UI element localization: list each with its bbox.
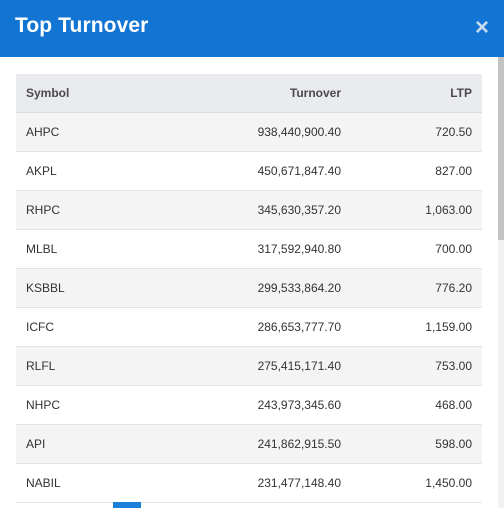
cell-ltp: 468.00 [435, 398, 472, 412]
pagination-page-button[interactable] [113, 502, 141, 508]
cell-turnover: 275,415,171.40 [257, 359, 341, 373]
cell-symbol: NHPC [26, 398, 61, 412]
turnover-table: Symbol Turnover LTP AHPC 938,440,900.40 72… [16, 74, 482, 503]
column-header-symbol[interactable]: Symbol [26, 86, 70, 100]
column-header-ltp[interactable]: LTP [450, 86, 472, 100]
scrollbar-thumb[interactable] [498, 57, 504, 240]
cell-symbol: API [26, 437, 46, 451]
table-row[interactable]: AHPC 938,440,900.40 720.50 [16, 113, 482, 152]
cell-turnover: 241,862,915.50 [257, 437, 341, 451]
table-header-row: Symbol Turnover LTP [16, 74, 482, 113]
cell-symbol: KSBBL [26, 281, 65, 295]
table-row[interactable]: NABIL 231,477,148.40 1,450.00 [16, 464, 482, 503]
table-row[interactable]: RLFL 275,415,171.40 753.00 [16, 347, 482, 386]
cell-symbol: RHPC [26, 203, 61, 217]
cell-ltp: 1,063.00 [425, 203, 472, 217]
cell-ltp: 720.50 [435, 125, 472, 139]
cell-ltp: 776.20 [435, 281, 472, 295]
cell-symbol: ICFC [26, 320, 54, 334]
table-row[interactable]: MLBL 317,592,940.80 700.00 [16, 230, 482, 269]
cell-turnover: 243,973,345.60 [257, 398, 341, 412]
scrollbar-track[interactable] [498, 57, 504, 508]
modal-header: Top Turnover × [0, 0, 504, 57]
cell-ltp: 827.00 [435, 164, 472, 178]
cell-symbol: AHPC [26, 125, 60, 139]
modal-title: Top Turnover [15, 14, 149, 37]
column-header-turnover[interactable]: Turnover [289, 86, 341, 100]
cell-symbol: AKPL [26, 164, 57, 178]
cell-ltp: 1,450.00 [425, 476, 472, 490]
cell-turnover: 938,440,900.40 [257, 125, 341, 139]
cell-ltp: 753.00 [435, 359, 472, 373]
table-row[interactable]: NHPC 243,973,345.60 468.00 [16, 386, 482, 425]
table-row[interactable]: API 241,862,915.50 598.00 [16, 425, 482, 464]
table-row[interactable]: ICFC 286,653,777.70 1,159.00 [16, 308, 482, 347]
table-row[interactable]: KSBBL 299,533,864.20 776.20 [16, 269, 482, 308]
cell-ltp: 598.00 [435, 437, 472, 451]
cell-turnover: 231,477,148.40 [257, 476, 341, 490]
close-icon[interactable]: × [474, 14, 489, 41]
cell-turnover: 450,671,847.40 [257, 164, 341, 178]
cell-symbol: MLBL [26, 242, 58, 256]
cell-turnover: 317,592,940.80 [257, 242, 341, 256]
cell-turnover: 286,653,777.70 [257, 320, 341, 334]
cell-symbol: RLFL [26, 359, 56, 373]
cell-symbol: NABIL [26, 476, 61, 490]
cell-ltp: 700.00 [435, 242, 472, 256]
table-row[interactable]: AKPL 450,671,847.40 827.00 [16, 152, 482, 191]
cell-ltp: 1,159.00 [425, 320, 472, 334]
table-row[interactable]: RHPC 345,630,357.20 1,063.00 [16, 191, 482, 230]
cell-turnover: 299,533,864.20 [257, 281, 341, 295]
cell-turnover: 345,630,357.20 [257, 203, 341, 217]
